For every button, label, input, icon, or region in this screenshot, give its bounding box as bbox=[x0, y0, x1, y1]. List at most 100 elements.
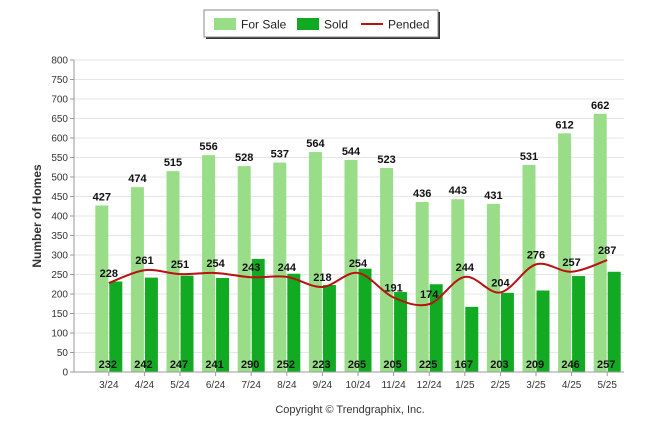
legend-box bbox=[203, 9, 439, 38]
for-sale-value-label: 612 bbox=[555, 119, 573, 131]
for-sale-value-label: 528 bbox=[235, 152, 253, 164]
legend-label-pended: Pended bbox=[388, 18, 429, 32]
sold-value-label: 209 bbox=[526, 359, 544, 371]
x-tick-label: 8/24 bbox=[277, 380, 297, 391]
legend: For Sale Sold Pended bbox=[203, 9, 440, 39]
legend-label-sold: Sold bbox=[324, 18, 348, 32]
for-sale-bar bbox=[593, 113, 607, 372]
pended-value-label: 244 bbox=[456, 262, 475, 274]
for-sale-value-label: 544 bbox=[342, 146, 361, 158]
sold-bar bbox=[287, 273, 301, 372]
sold-bar bbox=[109, 281, 123, 372]
bars bbox=[95, 113, 621, 372]
y-tick-label: 450 bbox=[51, 192, 68, 203]
y-axis-title: Number of Homes bbox=[30, 164, 44, 268]
for-sale-bar bbox=[380, 168, 394, 372]
sold-value-label: 242 bbox=[134, 359, 152, 371]
sold-value-label: 223 bbox=[312, 359, 330, 371]
sold-bar bbox=[358, 268, 372, 372]
pended-value-label: 244 bbox=[278, 262, 297, 274]
sold-bar bbox=[572, 276, 586, 372]
for-sale-value-label: 523 bbox=[377, 154, 395, 166]
y-tick-label: 600 bbox=[51, 134, 68, 145]
sold-bar bbox=[394, 292, 408, 372]
x-tick-label: 5/25 bbox=[597, 380, 617, 391]
pended-value-label: 287 bbox=[598, 245, 616, 257]
for-sale-value-label: 431 bbox=[484, 190, 502, 202]
sold-value-label: 290 bbox=[241, 359, 259, 371]
for-sale-bar bbox=[344, 159, 358, 372]
for-sale-value-label: 556 bbox=[199, 141, 217, 153]
axes: 0 50 100 150 200 250 300 350 400 450 500 550 600 650 7… bbox=[51, 56, 624, 391]
for-sale-value-label: 537 bbox=[271, 149, 289, 161]
y-tick-label: 150 bbox=[51, 309, 68, 320]
sold-bar bbox=[216, 278, 230, 372]
x-tick-label: 4/25 bbox=[562, 380, 582, 391]
y-tick-label: 250 bbox=[51, 270, 68, 281]
y-tick-label: 350 bbox=[51, 231, 68, 242]
y-tick-label: 750 bbox=[51, 75, 68, 86]
y-tick-label: 650 bbox=[51, 114, 68, 125]
sold-bar bbox=[251, 258, 265, 372]
sold-bar bbox=[500, 292, 514, 372]
for-sale-bar bbox=[486, 203, 500, 372]
x-tick-label: 2/25 bbox=[491, 380, 511, 391]
pended-value-label: 228 bbox=[100, 268, 118, 280]
sold-value-label: 257 bbox=[597, 359, 615, 371]
x-tick-label: 11/24 bbox=[381, 380, 406, 391]
x-tick-label: 3/25 bbox=[526, 380, 546, 391]
for-sale-value-label: 436 bbox=[413, 188, 431, 200]
y-tick-label: 50 bbox=[57, 348, 69, 359]
y-tick-label: 400 bbox=[51, 212, 68, 223]
y-tick-label: 100 bbox=[51, 329, 68, 340]
sold-bar bbox=[465, 306, 479, 372]
sold-bar bbox=[536, 290, 550, 372]
for-sale-bar bbox=[202, 155, 216, 372]
for-sale-value-label: 662 bbox=[591, 100, 609, 112]
sold-value-label: 247 bbox=[170, 359, 188, 371]
copyright-text: Copyright © Trendgraphix, Inc. bbox=[275, 404, 424, 416]
pended-value-label: 261 bbox=[135, 255, 153, 267]
pended-line-layer bbox=[108, 259, 608, 307]
x-tick-label: 1/25 bbox=[455, 380, 475, 391]
sold-bar bbox=[180, 275, 194, 372]
sold-value-label: 246 bbox=[561, 359, 579, 371]
y-tick-label: 200 bbox=[51, 290, 68, 301]
for-sale-bar bbox=[95, 205, 109, 372]
for-sale-bar bbox=[166, 171, 180, 372]
sold-value-label: 167 bbox=[455, 359, 473, 371]
pended-value-label: 243 bbox=[242, 262, 260, 274]
pended-value-label: 251 bbox=[171, 259, 189, 271]
sold-value-label: 203 bbox=[490, 359, 508, 371]
legend-label-for-sale: For Sale bbox=[241, 18, 287, 32]
for-sale-value-label: 474 bbox=[128, 173, 147, 185]
for-sale-value-label: 443 bbox=[449, 185, 467, 197]
sold-value-label: 241 bbox=[205, 359, 223, 371]
sold-value-label: 205 bbox=[383, 359, 401, 371]
x-tick-label: 3/24 bbox=[99, 380, 119, 391]
pended-value-label: 257 bbox=[562, 257, 580, 269]
sold-bar bbox=[144, 277, 158, 372]
y-tick-label: 0 bbox=[62, 368, 68, 379]
sold-bar bbox=[429, 284, 443, 372]
pended-value-label: 174 bbox=[420, 289, 439, 301]
pended-value-label: 218 bbox=[313, 272, 331, 284]
sold-value-label: 232 bbox=[99, 359, 117, 371]
y-tick-label: 300 bbox=[51, 251, 68, 262]
sold-bar bbox=[322, 285, 336, 372]
x-tick-label: 7/24 bbox=[241, 380, 261, 391]
pended-value-label: 191 bbox=[384, 283, 402, 295]
pended-line bbox=[108, 259, 608, 307]
for-sale-bar bbox=[237, 166, 251, 372]
pended-value-label: 254 bbox=[206, 258, 225, 270]
sold-value-label: 252 bbox=[277, 359, 295, 371]
x-tick-label: 5/24 bbox=[170, 380, 190, 391]
pended-value-label: 204 bbox=[491, 277, 510, 289]
for-sale-value-label: 564 bbox=[306, 138, 325, 150]
y-tick-label: 550 bbox=[51, 153, 68, 164]
sold-bar bbox=[607, 271, 621, 372]
for-sale-bar bbox=[451, 199, 465, 372]
x-tick-label: 10/24 bbox=[345, 380, 370, 391]
